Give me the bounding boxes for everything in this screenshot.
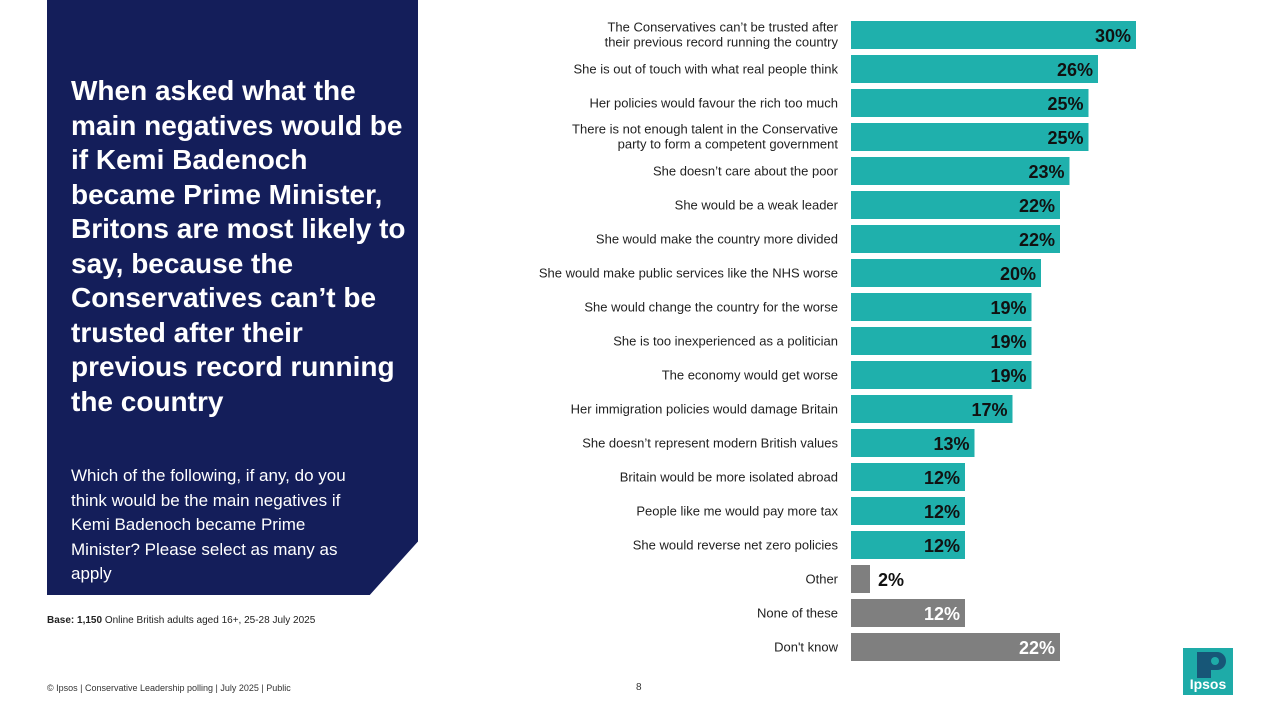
category-label-6: She would be a weak leader [675,198,839,213]
value-label-14: 12% [924,468,960,488]
category-label-3: Her policies would favour the rich too m… [589,96,838,111]
category-label-16: She would reverse net zero policies [633,538,839,553]
value-label-11: 19% [990,366,1026,386]
category-label-18: None of these [757,606,838,621]
category-label-8: She would make public services like the … [539,266,838,281]
category-label-13: She doesn’t represent modern British val… [582,436,838,451]
value-label-6: 22% [1019,196,1055,216]
value-label-5: 23% [1028,162,1064,182]
category-label-14: Britain would be more isolated abroad [620,470,838,485]
value-label-12: 17% [971,400,1007,420]
ipsos-logo-icon: Ipsos [1183,648,1233,695]
value-label-3: 25% [1047,94,1083,114]
category-label-5: She doesn’t care about the poor [653,164,839,179]
value-label-13: 13% [933,434,969,454]
category-label-19: Don't know [774,640,839,655]
value-label-17: 2% [878,570,904,590]
value-label-18: 12% [924,604,960,624]
category-label-11: The economy would get worse [662,368,838,383]
value-label-9: 19% [990,298,1026,318]
category-label-17: Other [805,572,838,587]
value-label-1: 30% [1095,26,1131,46]
category-label-7: She would make the country more divided [596,232,838,247]
value-label-2: 26% [1057,60,1093,80]
category-label-10: She is too inexperienced as a politician [613,334,838,349]
category-label-4: There is not enough talent in the Conser… [572,122,838,152]
category-label-12: Her immigration policies would damage Br… [571,402,838,417]
category-label-2: She is out of touch with what real peopl… [574,62,839,77]
value-label-16: 12% [924,536,960,556]
value-label-19: 22% [1019,638,1055,658]
value-label-7: 22% [1019,230,1055,250]
value-label-10: 19% [990,332,1026,352]
logo-text: Ipsos [1190,676,1227,692]
value-label-15: 12% [924,502,960,522]
value-label-4: 25% [1047,128,1083,148]
bar-chart: 30% The Conservatives can’t be trusted af… [0,0,1280,720]
value-label-8: 20% [1000,264,1036,284]
category-label-1: The Conservatives can’t be trusted after… [605,20,839,50]
bar-1 [851,21,1136,49]
bar-17 [851,565,870,593]
category-label-9: She would change the country for the wor… [584,300,838,315]
category-label-15: People like me would pay more tax [636,504,838,519]
